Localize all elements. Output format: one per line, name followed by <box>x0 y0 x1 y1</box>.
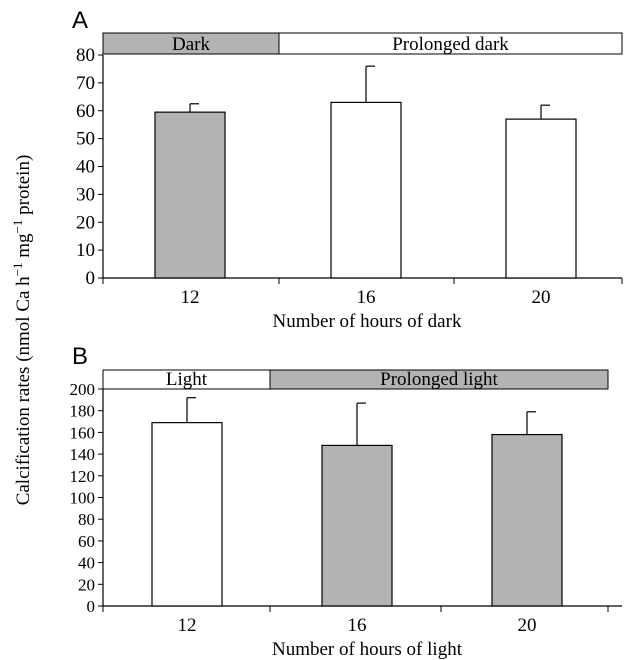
panel-b-bar-20 <box>491 433 563 607</box>
panel-b-x-tick-label: 20 <box>518 615 537 636</box>
panel-b-y-tick-label: 140 <box>70 445 96 464</box>
panel-a-y-tick-label: 60 <box>76 101 95 122</box>
panel-b: B Light Prolonged light 0 20 40 60 80 100 120 14… <box>70 343 622 660</box>
panel-a-y-tick-label: 0 <box>86 268 96 289</box>
panel-a-x-axis-label: Number of hours of dark <box>273 311 462 332</box>
panel-b-bars: 12 16 20 <box>151 397 563 636</box>
panel-a-banner-segment-2 <box>278 32 623 55</box>
panel-b-condition-banner: Light Prolonged light <box>102 369 609 390</box>
panel-a-y-tick-label: 50 <box>76 129 95 150</box>
panel-a-bar-16 <box>330 101 402 279</box>
panel-a: A Dark Prolonged dark 0 10 20 30 40 50 60 70 80 1… <box>72 7 623 332</box>
panel-a-y-tick-label: 40 <box>76 157 95 178</box>
panel-a-y-tick-label: 10 <box>76 240 95 261</box>
panel-b-y-tick-label: 20 <box>78 575 95 594</box>
panel-b-y-tick-label: 40 <box>78 554 95 573</box>
panel-a-bar-12 <box>154 111 226 279</box>
panel-b-banner-label-1: Light <box>166 369 208 390</box>
panel-b-bar-12 <box>151 422 223 607</box>
panel-a-letter: A <box>72 7 88 34</box>
y-axis-label: Calcification rates (nmol Ca h−1 mg−1 pr… <box>10 155 34 506</box>
panel-b-banner-label-2: Prolonged light <box>380 369 498 390</box>
panel-b-y-tick-label: 0 <box>87 597 96 616</box>
panel-b-y-tick-label: 80 <box>78 510 95 529</box>
panel-a-y-tick-label: 30 <box>76 184 95 205</box>
panel-a-bar-20 <box>505 118 577 279</box>
panel-a-condition-banner: Dark Prolonged dark <box>102 32 623 55</box>
panel-b-bar-16 <box>321 444 393 607</box>
panel-a-x-tick-label: 20 <box>532 287 551 308</box>
panel-a-bars: 12 16 20 <box>154 65 577 308</box>
panel-a-banner-label-1: Dark <box>172 34 210 55</box>
panel-b-x-tick-label: 16 <box>348 615 367 636</box>
panel-a-y-tick-label: 70 <box>76 73 95 94</box>
panel-a-y-tick-label: 80 <box>76 45 95 66</box>
panel-b-y-tick-label: 200 <box>70 380 96 399</box>
panel-b-letter: B <box>72 343 88 370</box>
panel-b-x-tick-label: 12 <box>178 615 197 636</box>
panel-a-banner-label-2: Prolonged dark <box>392 34 509 55</box>
panel-b-banner-segment-2 <box>269 369 609 390</box>
panel-a-y-tick-label: 20 <box>76 212 95 233</box>
panel-b-x-axis-label: Number of hours of light <box>272 639 463 660</box>
panel-a-x-tick-label: 16 <box>357 287 376 308</box>
panel-b-y-tick-label: 120 <box>70 467 96 486</box>
panel-b-y-tick-label: 100 <box>70 489 96 508</box>
panel-b-y-tick-label: 180 <box>70 402 96 421</box>
panel-b-y-tick-label: 160 <box>70 423 96 442</box>
panel-a-axes: 0 10 20 30 40 50 60 70 80 <box>76 45 623 289</box>
panel-a-x-tick-label: 12 <box>181 287 200 308</box>
panel-b-y-tick-label: 60 <box>78 532 95 551</box>
